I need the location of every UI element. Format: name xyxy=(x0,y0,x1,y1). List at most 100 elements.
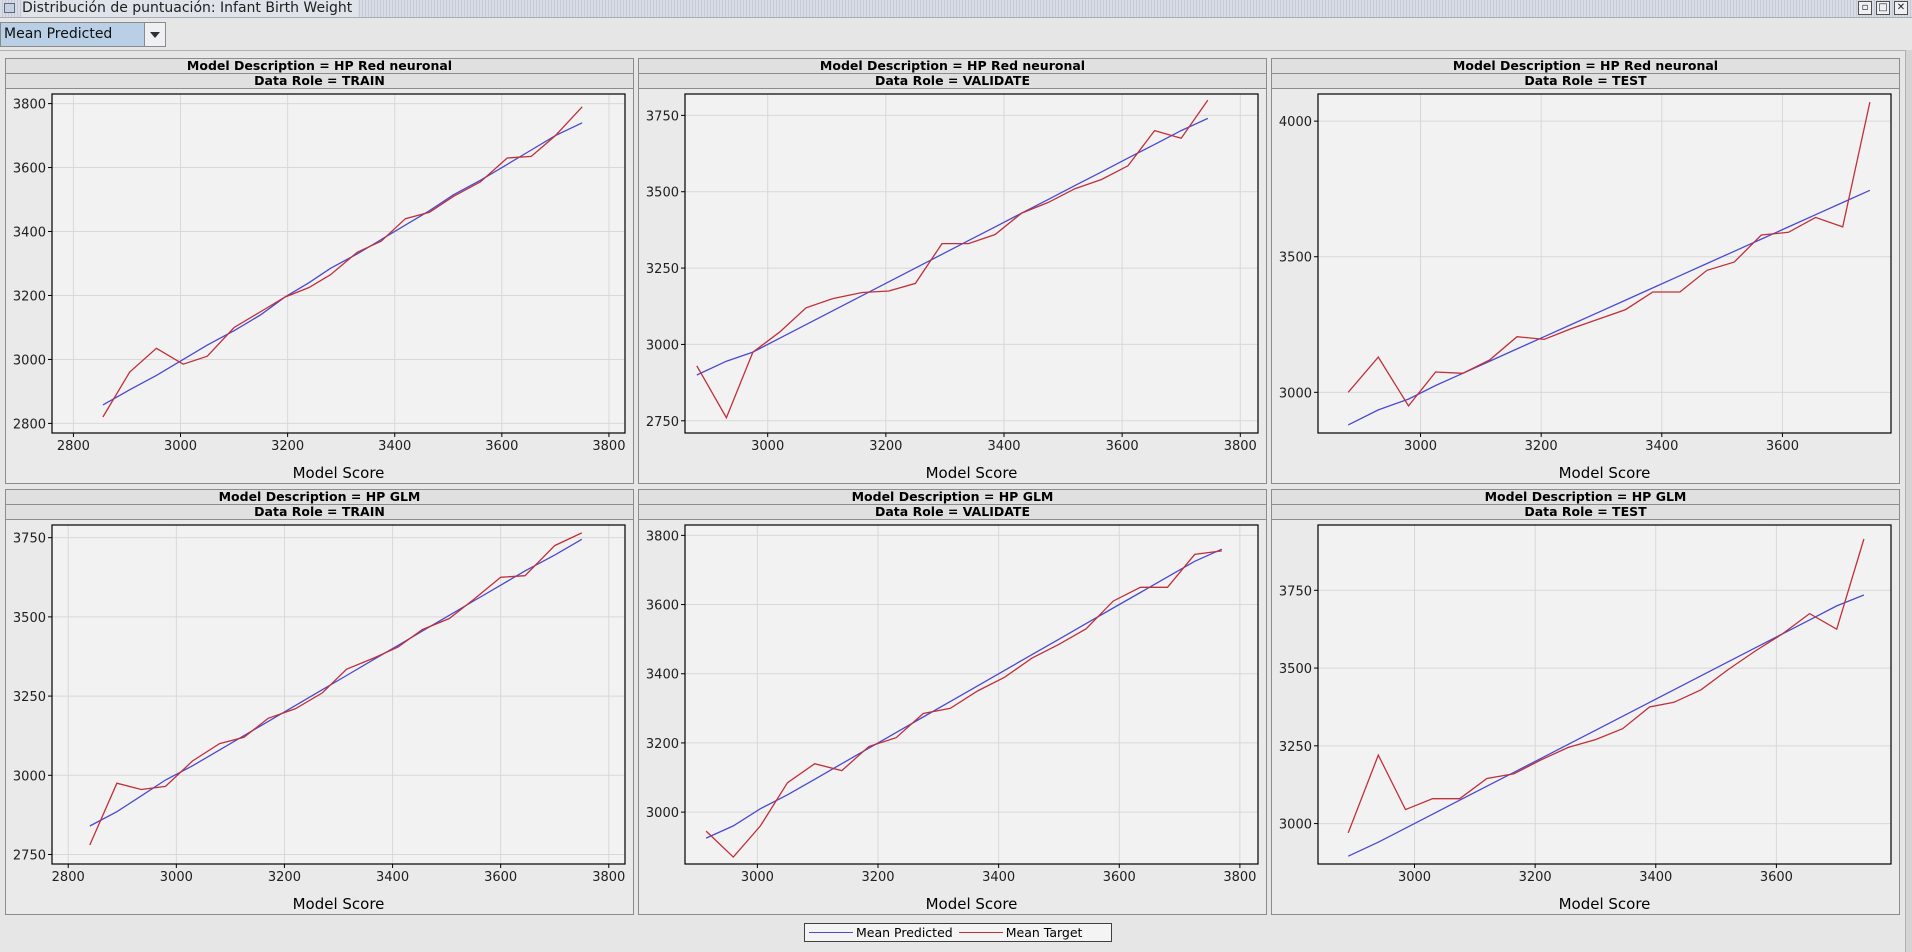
line-chart: 2800 3000 3200 3400 3600 3800 2800 3000 3200 3400… xyxy=(13,93,626,482)
x-tick-label: 3600 xyxy=(1760,870,1793,885)
legend-label: Mean Predicted xyxy=(856,925,953,940)
plot-area xyxy=(1318,525,1891,864)
panel-header-role: Data Role = TRAIN xyxy=(6,505,633,520)
x-tick-label: 3600 xyxy=(1106,439,1139,454)
window-controls: ▫ □ ✕ xyxy=(1858,1,1908,15)
series-line-mean-predicted xyxy=(102,122,583,406)
chart-panel-nn-train: Model Description = HP Red neuronal Data… xyxy=(5,58,634,484)
x-tick-label: 3000 xyxy=(1404,439,1437,454)
line-chart: 3000 3200 3400 3600 3800 3000 3200 3400 3600 3800… xyxy=(646,524,1259,913)
x-tick-label: 2800 xyxy=(57,439,90,454)
chart-legend: Mean Predicted Mean Target xyxy=(804,923,1112,942)
x-tick-label: 3200 xyxy=(268,870,301,885)
y-tick-label: 3400 xyxy=(13,226,46,241)
window-titlebar: Distribución de puntuación: Infant Birth… xyxy=(0,0,1912,18)
y-tick-label: 2750 xyxy=(13,848,46,863)
series-line-mean-target xyxy=(1347,538,1865,834)
y-tick-label: 3000 xyxy=(13,353,46,368)
plot-area xyxy=(685,94,1258,433)
x-tick-label: 3800 xyxy=(1223,870,1256,885)
maximize-icon[interactable]: □ xyxy=(1876,1,1890,15)
y-tick-label: 3500 xyxy=(13,611,46,626)
series-line-mean-predicted xyxy=(705,548,1223,839)
panel-header-model: Model Description = HP GLM xyxy=(1272,490,1899,505)
y-tick-label: 3000 xyxy=(1279,818,1312,833)
line-chart: 3000 3200 3400 3600 3000 3500 4000 Model Score xyxy=(1279,93,1892,482)
series-line-mean-target xyxy=(1347,101,1871,408)
series-line-mean-predicted xyxy=(1347,189,1871,426)
toolbar-separator xyxy=(0,50,1905,51)
x-tick-label: 3200 xyxy=(271,439,304,454)
y-tick-label: 3400 xyxy=(646,668,679,683)
series-line-mean-target xyxy=(696,99,1209,420)
statistic-selector-value: Mean Predicted xyxy=(1,23,144,46)
window-menu-icon[interactable] xyxy=(4,3,15,13)
y-tick-label: 2800 xyxy=(13,417,46,432)
chart-panel-glm-train: Model Description = HP GLM Data Role = T… xyxy=(5,489,634,915)
y-tick-label: 3000 xyxy=(13,769,46,784)
plot-frame xyxy=(1317,93,1892,434)
line-chart: 2800 3000 3200 3400 3600 3800 2750 3000 3250 3500… xyxy=(13,524,626,913)
plot-frame xyxy=(684,524,1259,865)
y-tick-label: 3750 xyxy=(646,109,679,124)
y-tick-label: 3250 xyxy=(1279,740,1312,755)
plot-frame xyxy=(51,93,626,434)
series-line-mean-predicted xyxy=(89,538,583,827)
panel-header-role: Data Role = TRAIN xyxy=(6,74,633,89)
y-tick-label: 3800 xyxy=(646,529,679,544)
x-tick-label: 3000 xyxy=(160,870,193,885)
panel-header-model: Model Description = HP GLM xyxy=(639,490,1266,505)
y-tick-label: 4000 xyxy=(1279,115,1312,130)
line-chart: 3000 3200 3400 3600 3000 3250 3500 3750 Model Sc… xyxy=(1279,524,1892,913)
x-axis-label: Model Score xyxy=(1559,895,1651,913)
x-tick-label: 3200 xyxy=(861,870,894,885)
x-tick-label: 2800 xyxy=(52,870,85,885)
legend-label: Mean Target xyxy=(1005,925,1083,940)
y-tick-label: 3250 xyxy=(13,690,46,705)
y-tick-label: 3800 xyxy=(13,98,46,113)
x-tick-label: 3400 xyxy=(1645,439,1678,454)
y-tick-label: 3600 xyxy=(13,162,46,177)
window-title: Distribución de puntuación: Infant Birth… xyxy=(22,0,359,17)
x-axis-label: Model Score xyxy=(926,895,1018,913)
x-tick-label: 3400 xyxy=(987,439,1020,454)
chevron-down-icon[interactable] xyxy=(144,23,165,46)
panel-header-role: Data Role = TEST xyxy=(1272,505,1899,520)
close-icon[interactable]: ✕ xyxy=(1894,1,1908,15)
panel-header-role: Data Role = VALIDATE xyxy=(639,505,1266,520)
y-tick-label: 3000 xyxy=(1279,386,1312,401)
series-line-mean-predicted xyxy=(696,117,1209,376)
y-tick-label: 2750 xyxy=(646,415,679,430)
x-axis-label: Model Score xyxy=(926,464,1018,482)
y-tick-label: 3000 xyxy=(646,806,679,821)
legend-swatch-target xyxy=(958,932,1003,933)
panel-header-model: Model Description = HP Red neuronal xyxy=(1272,59,1899,74)
x-tick-label: 3600 xyxy=(1766,439,1799,454)
panel-header-model: Model Description = HP GLM xyxy=(6,490,633,505)
legend-item-mean-predicted: Mean Predicted xyxy=(809,925,953,940)
y-tick-label: 3200 xyxy=(646,737,679,752)
y-tick-label: 3600 xyxy=(646,599,679,614)
plot-frame xyxy=(51,524,626,865)
right-edge xyxy=(1905,50,1912,952)
y-tick-label: 3750 xyxy=(13,532,46,547)
x-tick-label: 3200 xyxy=(1525,439,1558,454)
line-chart: 3000 3200 3400 3600 3800 2750 3000 3250 3500 3750… xyxy=(646,93,1259,482)
statistic-selector[interactable]: Mean Predicted xyxy=(0,22,166,47)
x-tick-label: 3000 xyxy=(164,439,197,454)
chart-panel-nn-test: Model Description = HP Red neuronal Data… xyxy=(1271,58,1900,484)
x-axis-label: Model Score xyxy=(1559,464,1651,482)
x-tick-label: 3400 xyxy=(378,439,411,454)
chart-panel-glm-validate: Model Description = HP GLM Data Role = V… xyxy=(638,489,1267,915)
toolbar: Mean Predicted xyxy=(0,18,1912,50)
restore-icon[interactable]: ▫ xyxy=(1858,1,1872,15)
panel-header-role: Data Role = VALIDATE xyxy=(639,74,1266,89)
y-tick-label: 3500 xyxy=(1279,662,1312,677)
x-tick-label: 3800 xyxy=(1224,439,1257,454)
y-tick-label: 3000 xyxy=(646,338,679,353)
x-tick-label: 3800 xyxy=(592,870,625,885)
x-axis-label: Model Score xyxy=(293,895,385,913)
series-line-mean-target xyxy=(89,532,583,846)
chart-panel-glm-test: Model Description = HP GLM Data Role = T… xyxy=(1271,489,1900,915)
x-tick-label: 3000 xyxy=(751,439,784,454)
